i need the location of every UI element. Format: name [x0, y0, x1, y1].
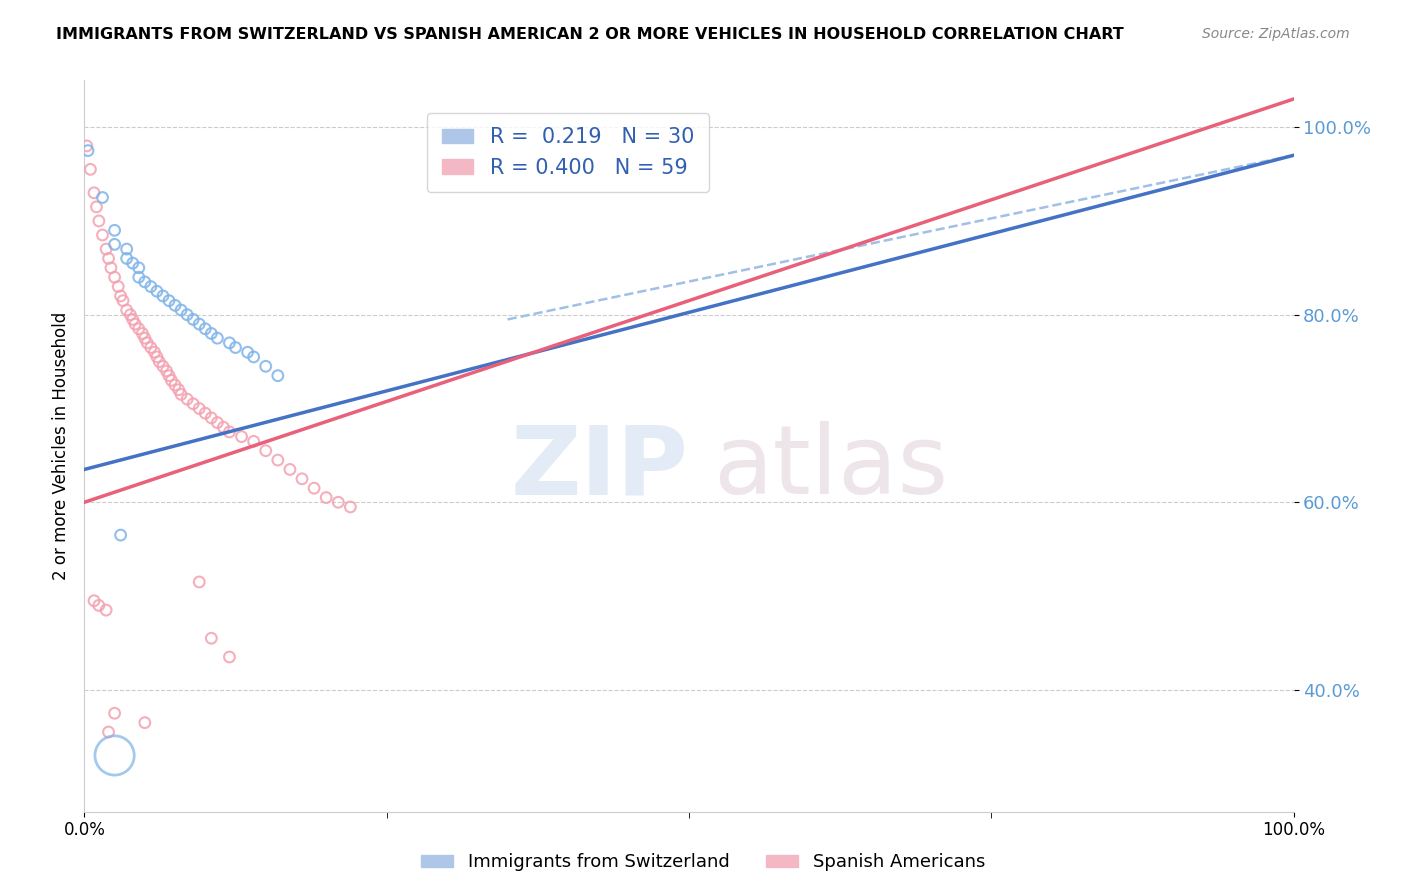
Point: [188, 317, 211, 331]
Point: [94, 242, 117, 256]
Point: [104, 223, 127, 237]
Point: [76, 139, 98, 153]
Point: [87, 599, 110, 613]
Point: [267, 368, 290, 383]
Point: [157, 368, 180, 383]
Point: [97, 725, 120, 739]
Point: [110, 289, 132, 303]
Point: [83, 593, 105, 607]
Point: [157, 293, 180, 308]
Point: [104, 748, 127, 763]
Point: [136, 335, 159, 350]
Point: [97, 252, 120, 266]
Text: ZIP: ZIP: [510, 421, 689, 515]
Point: [107, 279, 129, 293]
Point: [181, 397, 204, 411]
Point: [267, 453, 290, 467]
Point: [131, 326, 153, 341]
Text: IMMIGRANTS FROM SWITZERLAND VS SPANISH AMERICAN 2 OR MORE VEHICLES IN HOUSEHOLD : IMMIGRANTS FROM SWITZERLAND VS SPANISH A…: [56, 27, 1123, 42]
Point: [194, 406, 217, 420]
Point: [112, 293, 135, 308]
Point: [104, 270, 127, 285]
Point: [291, 472, 314, 486]
Point: [91, 227, 114, 242]
Point: [176, 392, 198, 406]
Point: [148, 354, 170, 368]
Point: [200, 410, 222, 425]
Point: [254, 359, 277, 374]
Point: [83, 186, 105, 200]
Point: [110, 528, 132, 542]
Point: [121, 312, 143, 326]
Point: [160, 373, 183, 387]
Point: [152, 359, 174, 374]
Point: [242, 350, 264, 364]
Point: [194, 322, 217, 336]
Point: [128, 270, 150, 285]
Point: [104, 706, 127, 721]
Point: [155, 364, 177, 378]
Point: [176, 308, 198, 322]
Point: [86, 200, 108, 214]
Point: [79, 162, 101, 177]
Point: [77, 144, 100, 158]
Point: [188, 401, 211, 416]
Point: [121, 256, 143, 270]
Point: [328, 495, 350, 509]
Point: [87, 214, 110, 228]
Point: [218, 650, 240, 665]
Point: [278, 462, 301, 476]
Point: [143, 345, 166, 359]
Point: [100, 260, 122, 275]
Point: [218, 335, 240, 350]
Text: Source: ZipAtlas.com: Source: ZipAtlas.com: [1202, 27, 1350, 41]
Point: [120, 308, 142, 322]
Point: [115, 242, 138, 256]
Point: [124, 317, 146, 331]
Point: [104, 237, 127, 252]
Point: [146, 350, 169, 364]
Point: [165, 298, 187, 312]
Point: [152, 289, 174, 303]
Point: [188, 574, 211, 589]
Point: [134, 715, 156, 730]
Point: [91, 190, 114, 204]
Point: [115, 252, 138, 266]
Point: [165, 378, 187, 392]
Point: [207, 331, 229, 345]
Point: [207, 416, 229, 430]
Point: [146, 285, 169, 299]
Point: [134, 275, 156, 289]
Legend: R =  0.219   N = 30, R = 0.400   N = 59: R = 0.219 N = 30, R = 0.400 N = 59: [427, 112, 709, 192]
Point: [94, 603, 117, 617]
Point: [139, 279, 162, 293]
Point: [200, 632, 222, 646]
Point: [302, 481, 325, 495]
Point: [315, 491, 337, 505]
Point: [115, 303, 138, 318]
Point: [242, 434, 264, 449]
Point: [231, 429, 253, 443]
Point: [181, 312, 204, 326]
Text: atlas: atlas: [713, 421, 948, 515]
Point: [254, 443, 277, 458]
Point: [339, 500, 361, 514]
Point: [200, 326, 222, 341]
Point: [139, 341, 162, 355]
Point: [236, 345, 259, 359]
Point: [134, 331, 156, 345]
Point: [170, 303, 193, 318]
Point: [170, 387, 193, 401]
Point: [167, 383, 190, 397]
Y-axis label: 2 or more Vehicles in Household: 2 or more Vehicles in Household: [52, 312, 70, 580]
Legend: Immigrants from Switzerland, Spanish Americans: Immigrants from Switzerland, Spanish Ame…: [413, 847, 993, 879]
Point: [218, 425, 240, 439]
Point: [128, 260, 150, 275]
Point: [225, 341, 247, 355]
Point: [212, 420, 235, 434]
Point: [128, 322, 150, 336]
